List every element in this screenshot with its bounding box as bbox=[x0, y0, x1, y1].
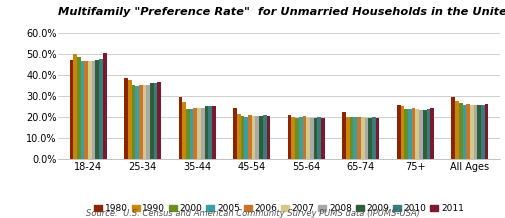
Bar bbox=[124, 78, 128, 159]
Bar bbox=[481, 106, 485, 159]
Bar bbox=[357, 117, 361, 159]
Bar bbox=[416, 109, 419, 159]
Bar bbox=[372, 117, 376, 159]
Bar bbox=[190, 109, 193, 159]
Bar bbox=[314, 118, 318, 159]
Bar bbox=[354, 117, 357, 159]
Bar bbox=[310, 118, 314, 159]
Bar bbox=[99, 59, 103, 159]
Bar bbox=[463, 106, 466, 159]
Bar bbox=[459, 103, 463, 159]
Bar bbox=[376, 118, 379, 159]
Bar bbox=[361, 117, 365, 159]
Bar bbox=[423, 110, 427, 159]
Bar bbox=[288, 115, 291, 159]
Bar bbox=[299, 117, 302, 159]
Bar bbox=[182, 102, 186, 159]
Bar bbox=[419, 110, 423, 159]
Bar bbox=[95, 60, 99, 159]
Bar bbox=[451, 97, 455, 159]
Bar bbox=[263, 115, 267, 159]
Bar bbox=[73, 54, 77, 159]
Bar bbox=[103, 53, 107, 159]
Bar bbox=[158, 82, 161, 159]
Bar bbox=[368, 118, 372, 159]
Bar bbox=[128, 80, 131, 159]
Bar bbox=[131, 85, 135, 159]
Bar bbox=[244, 117, 248, 159]
Bar bbox=[201, 107, 205, 159]
Bar bbox=[154, 83, 158, 159]
Bar bbox=[430, 107, 434, 159]
Bar bbox=[84, 61, 88, 159]
Bar bbox=[291, 117, 295, 159]
Bar bbox=[150, 83, 154, 159]
Bar bbox=[485, 104, 488, 159]
Bar bbox=[237, 114, 240, 159]
Bar bbox=[139, 85, 142, 159]
Bar bbox=[346, 117, 349, 159]
Bar bbox=[397, 106, 400, 159]
Bar bbox=[321, 118, 325, 159]
Bar bbox=[205, 106, 209, 159]
Bar bbox=[477, 106, 481, 159]
Bar bbox=[240, 116, 244, 159]
Bar bbox=[88, 61, 92, 159]
Bar bbox=[233, 107, 237, 159]
Bar bbox=[256, 116, 259, 159]
Bar bbox=[267, 116, 270, 159]
Bar bbox=[186, 109, 190, 159]
Bar bbox=[193, 107, 197, 159]
Bar bbox=[135, 87, 139, 159]
Bar bbox=[427, 109, 430, 159]
Legend: 1980, 1990, 2000, 2005, 2006, 2007, 2008, 2009, 2010, 2011: 1980, 1990, 2000, 2005, 2006, 2007, 2008… bbox=[94, 204, 464, 213]
Bar bbox=[318, 117, 321, 159]
Bar bbox=[81, 61, 84, 159]
Bar bbox=[302, 116, 307, 159]
Bar bbox=[307, 118, 310, 159]
Bar bbox=[295, 118, 299, 159]
Bar bbox=[365, 118, 368, 159]
Bar bbox=[142, 85, 146, 159]
Bar bbox=[405, 109, 408, 159]
Bar bbox=[455, 101, 459, 159]
Bar bbox=[248, 115, 251, 159]
Bar bbox=[466, 104, 470, 159]
Bar bbox=[408, 109, 412, 159]
Bar bbox=[342, 112, 346, 159]
Bar bbox=[412, 107, 416, 159]
Bar bbox=[209, 106, 212, 159]
Bar bbox=[92, 61, 95, 159]
Bar bbox=[259, 116, 263, 159]
Text: Source:  U.S. Census and American Community Survey PUMS data (IPUMS-USA): Source: U.S. Census and American Communi… bbox=[85, 209, 420, 218]
Bar bbox=[350, 117, 354, 159]
Bar bbox=[474, 106, 477, 159]
Bar bbox=[70, 60, 73, 159]
Bar bbox=[251, 116, 256, 159]
Bar bbox=[77, 57, 81, 159]
Bar bbox=[197, 107, 201, 159]
Bar bbox=[146, 85, 150, 159]
Bar bbox=[212, 106, 216, 159]
Text: Multifamily "Preference Rate"  for Unmarried Households in the United States: Multifamily "Preference Rate" for Unmarr… bbox=[58, 7, 505, 17]
Bar bbox=[470, 106, 474, 159]
Bar bbox=[179, 97, 182, 159]
Bar bbox=[400, 106, 405, 159]
